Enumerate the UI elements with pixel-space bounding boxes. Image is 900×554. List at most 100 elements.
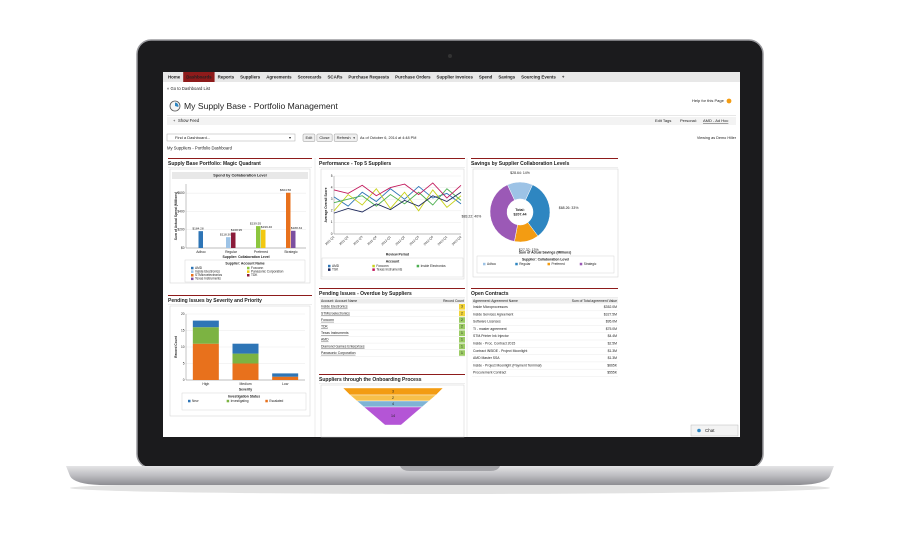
legend-label: Inside Electronics bbox=[195, 269, 220, 273]
table-cell: Inside Microprocessors bbox=[473, 305, 508, 309]
bar-segment bbox=[192, 320, 219, 328]
search-dropdown[interactable]: ▾ bbox=[289, 135, 291, 140]
bar-value-label: $239.55 bbox=[250, 221, 261, 225]
x-tick-label: Strategic bbox=[284, 250, 298, 254]
nav-tab[interactable]: Sourcing Events bbox=[521, 74, 556, 79]
toolbar-button[interactable] bbox=[302, 133, 316, 142]
slice-label: $68.26: 33% bbox=[559, 206, 579, 210]
table-header bbox=[472, 298, 618, 304]
x-tick-label: 2012-Q2 bbox=[394, 235, 406, 247]
panel-title: Supply Base Portfolio: Magic Quadrant bbox=[168, 161, 261, 167]
bar bbox=[261, 229, 266, 248]
count-cell bbox=[459, 310, 465, 317]
toolbar-button[interactable] bbox=[316, 133, 333, 142]
nav-tab[interactable]: Suppliers bbox=[240, 74, 261, 79]
count-cell bbox=[459, 343, 465, 350]
y-tick-label: 0 bbox=[183, 378, 185, 382]
back-link[interactable]: « Go to Dashboard List bbox=[167, 86, 211, 91]
x-axis-label: Severity bbox=[239, 387, 252, 391]
legend-swatch bbox=[191, 270, 194, 273]
edit-tags[interactable]: Edit Tags bbox=[655, 118, 671, 123]
table-cell: $4.4M bbox=[608, 334, 618, 338]
y-tick-label: 1 bbox=[331, 220, 333, 224]
nav-tab[interactable]: + bbox=[562, 74, 565, 79]
table-cell[interactable]: AMD bbox=[321, 338, 329, 342]
x-tick-label: 2011-Q3 bbox=[352, 235, 363, 246]
legend-swatch bbox=[328, 268, 331, 271]
nav-tab[interactable]: Purchase Orders bbox=[395, 74, 431, 79]
pie-slice bbox=[489, 184, 518, 242]
table-cell: 2 bbox=[461, 311, 463, 315]
chart-title-bar bbox=[172, 172, 308, 179]
nav-tab[interactable]: Reports bbox=[218, 74, 235, 79]
count-cell bbox=[459, 337, 465, 343]
help-icon[interactable] bbox=[726, 98, 732, 104]
x-tick-label: 2013-Q2 bbox=[451, 235, 463, 247]
bar bbox=[198, 231, 203, 248]
y-tick-label: 0 bbox=[331, 232, 333, 236]
legend-swatch bbox=[483, 262, 486, 266]
chart-frame bbox=[169, 305, 311, 417]
button-dropdown[interactable]: ▾ bbox=[353, 136, 355, 140]
nav-tab-active bbox=[183, 72, 215, 82]
legend-box bbox=[184, 259, 306, 283]
show-feed[interactable]: Show Feed bbox=[178, 118, 200, 123]
nav-bar bbox=[163, 72, 740, 82]
nav-tab[interactable]: Purchase Requests bbox=[348, 74, 389, 79]
table-cell: 1 bbox=[461, 331, 463, 335]
table-cell[interactable]: TDK bbox=[321, 324, 329, 328]
bar-segment bbox=[192, 343, 219, 380]
pie-total-label: Total: bbox=[515, 208, 525, 212]
search-placeholder: Find a Dashboard... bbox=[175, 135, 210, 140]
legend-label: TSK bbox=[332, 267, 339, 271]
toolbar-button[interactable] bbox=[333, 133, 358, 142]
y-axis-label: Sum of Actual Spend (Millions) bbox=[174, 192, 178, 240]
table-cell: Inside Services Agreement bbox=[473, 312, 513, 316]
table-cell[interactable]: Foxconn bbox=[321, 318, 334, 322]
table-cell[interactable]: Diamond Games Enterprises bbox=[321, 344, 365, 348]
legend-title: Account bbox=[386, 259, 400, 263]
legend-box bbox=[476, 255, 615, 274]
slice-label: $83.22: 40% bbox=[462, 215, 482, 219]
table-cell[interactable]: Texas Instruments bbox=[321, 331, 349, 335]
nav-tab[interactable]: Supplier Invoices bbox=[437, 74, 474, 79]
nav-tab[interactable]: Home bbox=[168, 74, 181, 79]
nav-tab[interactable]: Scorecards bbox=[298, 74, 322, 79]
legend-label: Inside Electronics bbox=[421, 264, 446, 268]
legend-swatch bbox=[372, 264, 375, 268]
table-cell: $95.0M bbox=[606, 320, 617, 324]
bar-value-label: $188.34 bbox=[291, 226, 302, 230]
chat-icon bbox=[697, 428, 701, 433]
nav-tab[interactable]: SCARs bbox=[328, 74, 343, 79]
personal-tag[interactable]: AMD - Ad Hoc bbox=[703, 118, 728, 123]
legend-swatch bbox=[247, 266, 250, 270]
table-cell: $555K bbox=[607, 371, 618, 375]
bar bbox=[291, 230, 296, 248]
nav-tab[interactable]: Dashboards bbox=[186, 74, 212, 79]
table-cell[interactable]: STMicroelectronics bbox=[321, 311, 350, 315]
nav-tab[interactable]: Spend bbox=[479, 74, 493, 79]
table-cell: $1.3M bbox=[608, 356, 618, 360]
legend-swatch bbox=[372, 268, 375, 271]
funnel-label: 3 bbox=[392, 389, 394, 393]
help-link[interactable]: Help for this Page bbox=[692, 98, 725, 103]
toolbar-button-label: Close bbox=[319, 135, 330, 140]
legend-swatch bbox=[188, 399, 191, 403]
table-cell[interactable]: Panasonic Corporation bbox=[321, 351, 356, 355]
chart-frame bbox=[472, 168, 619, 278]
viewing-as: Viewing as Demo Hiller bbox=[697, 136, 737, 140]
search-box[interactable] bbox=[166, 133, 296, 142]
x-tick-label: 2012-Q1 bbox=[380, 235, 392, 247]
panel-title: Suppliers through the Onboarding Process bbox=[319, 377, 422, 383]
table-cell[interactable]: Inside Electronics bbox=[321, 305, 348, 309]
table-cell: 1 bbox=[461, 351, 463, 355]
nav-tab[interactable]: Savings bbox=[498, 74, 515, 79]
series-line bbox=[333, 188, 462, 207]
toolbar-button-label: Refresh bbox=[337, 135, 351, 140]
table-cell: Inside - Project Moonlight (Payment Term… bbox=[473, 363, 542, 367]
nav-tab[interactable]: Agreements bbox=[266, 74, 292, 79]
chat-button[interactable] bbox=[690, 424, 739, 437]
bar-value-label: $168.95 bbox=[231, 228, 242, 232]
